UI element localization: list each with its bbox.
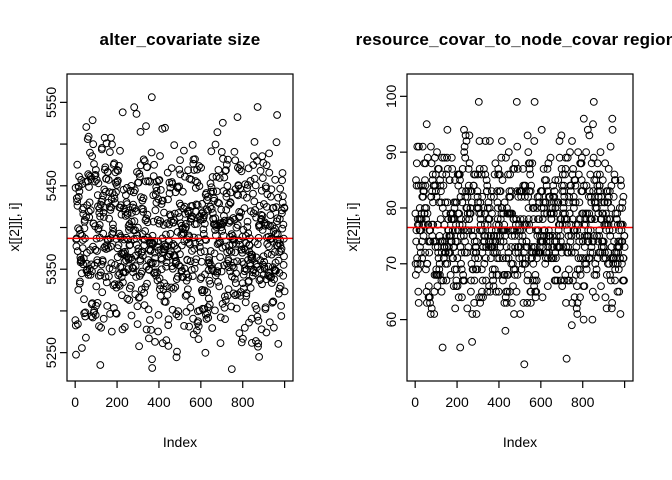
svg-text:800: 800	[231, 394, 255, 410]
svg-text:5450: 5450	[43, 170, 59, 201]
left-x-axis-label: Index	[162, 434, 198, 450]
svg-text:400: 400	[147, 394, 171, 410]
svg-text:0: 0	[71, 394, 79, 410]
svg-text:60: 60	[383, 312, 399, 328]
svg-text:200: 200	[105, 394, 129, 410]
left-plot-area: 0 200 400 600 800 5250 5350 5450 5550	[43, 73, 294, 410]
left-plot-title: alter_covariate size	[99, 30, 261, 49]
svg-text:200: 200	[445, 394, 469, 410]
svg-text:90: 90	[383, 144, 399, 160]
right-x-axis-label: Index	[502, 434, 538, 450]
right-plot-area: 0 200 400 600 800 60 70 80 90 100	[383, 73, 634, 410]
svg-text:400: 400	[487, 394, 511, 410]
svg-text:100: 100	[383, 84, 399, 108]
svg-text:0: 0	[411, 394, 419, 410]
right-title-clip: resource_covar_to_node_covar region	[336, 30, 672, 54]
right-plot-title: resource_covar_to_node_covar region	[355, 30, 672, 49]
svg-text:800: 800	[571, 394, 595, 410]
svg-text:5250: 5250	[43, 337, 59, 368]
svg-text:600: 600	[189, 394, 213, 410]
left-title-clip: alter_covariate size	[0, 30, 336, 54]
svg-text:5550: 5550	[43, 87, 59, 118]
svg-text:70: 70	[383, 256, 399, 272]
svg-text:600: 600	[529, 394, 553, 410]
right-plot-panel: resource_covar_to_node_covar region x[[2…	[336, 0, 672, 480]
svg-text:5350: 5350	[43, 253, 59, 284]
svg-text:80: 80	[383, 200, 399, 216]
left-plot-panel: alter_covariate size x[[2]][, i] Index 0…	[0, 30, 336, 450]
